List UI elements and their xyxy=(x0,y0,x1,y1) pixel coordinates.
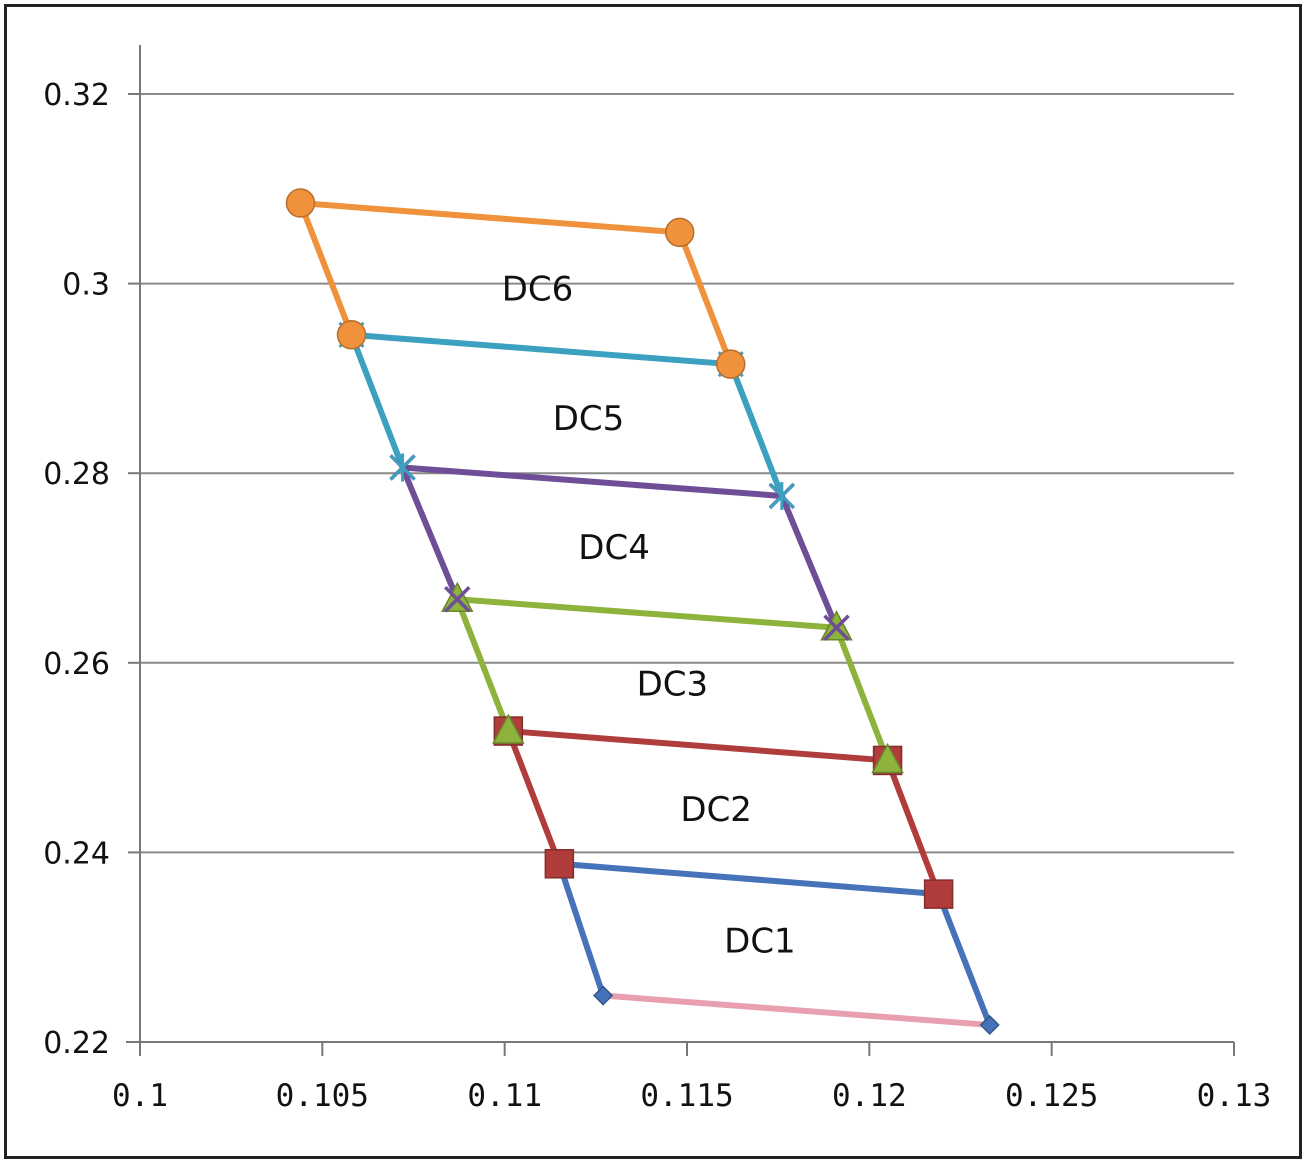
gridlines xyxy=(140,93,1234,854)
y-tick-label: 0.28 xyxy=(43,457,110,492)
data-point-s2-p0 xyxy=(544,849,575,879)
data-point-s5-p3 xyxy=(768,481,795,510)
data-point-s6-p0 xyxy=(336,320,367,350)
data-point-s4-p3 xyxy=(823,614,850,641)
series-line-1 xyxy=(556,860,993,1028)
y-tick-label: 0.3 xyxy=(62,268,110,303)
region-label-dc3: DC3 xyxy=(637,665,709,705)
data-point-s3-p3 xyxy=(871,742,904,774)
series-line-4 xyxy=(399,464,840,631)
x-tick-labels: 0.1 0.105 0.11 0.115 0.12 0.125 0.13 xyxy=(112,1078,1271,1114)
data-point-s3-p0 xyxy=(492,713,525,744)
region-label-dc5: DC5 xyxy=(553,399,625,439)
y-tick-label: 0.24 xyxy=(43,836,110,871)
y-tick-label: 0.32 xyxy=(43,78,110,113)
series-line-0 xyxy=(600,992,993,1028)
series-line-5 xyxy=(348,331,785,499)
series-line-3 xyxy=(454,596,891,764)
data-point-s1-p3 xyxy=(979,1014,1000,1035)
data-point-s6-p2 xyxy=(664,217,695,248)
x-tick-label: 0.125 xyxy=(1005,1078,1098,1114)
x-tick-label: 0.12 xyxy=(832,1078,907,1114)
axes xyxy=(126,45,1235,1056)
region-label-dc6: DC6 xyxy=(502,269,574,309)
data-point-s5-p0 xyxy=(389,453,416,482)
data-point-s2-p3 xyxy=(923,879,954,909)
x-tick-label: 0.1 xyxy=(112,1078,168,1114)
series-line-2 xyxy=(505,728,942,898)
region-label-dc4: DC4 xyxy=(578,528,650,568)
data-point-s6-p3 xyxy=(716,349,746,379)
series-markers xyxy=(285,188,1000,1035)
data-point-s1-p0 xyxy=(593,985,614,1006)
region-labels: DC1 DC2 DC3 DC4 DC5 DC6 xyxy=(502,269,796,961)
x-tick-label: 0.13 xyxy=(1197,1078,1272,1114)
chart-frame xyxy=(4,4,1302,1159)
y-tick-label: 0.26 xyxy=(43,647,110,682)
region-label-dc1: DC1 xyxy=(724,922,796,962)
y-tick-labels: 0.22 0.24 0.26 0.28 0.3 0.32 xyxy=(43,78,110,1061)
x-tick-label: 0.11 xyxy=(467,1078,542,1114)
region-label-dc2: DC2 xyxy=(680,790,752,830)
x-tick-label: 0.115 xyxy=(640,1078,733,1114)
series-lines xyxy=(297,200,993,1028)
series-line-6 xyxy=(297,200,734,368)
x-tick-label: 0.105 xyxy=(276,1078,369,1114)
y-tick-label: 0.22 xyxy=(43,1026,110,1061)
data-point-s4-p0 xyxy=(444,586,471,613)
data-point-s6-p1 xyxy=(285,188,316,218)
